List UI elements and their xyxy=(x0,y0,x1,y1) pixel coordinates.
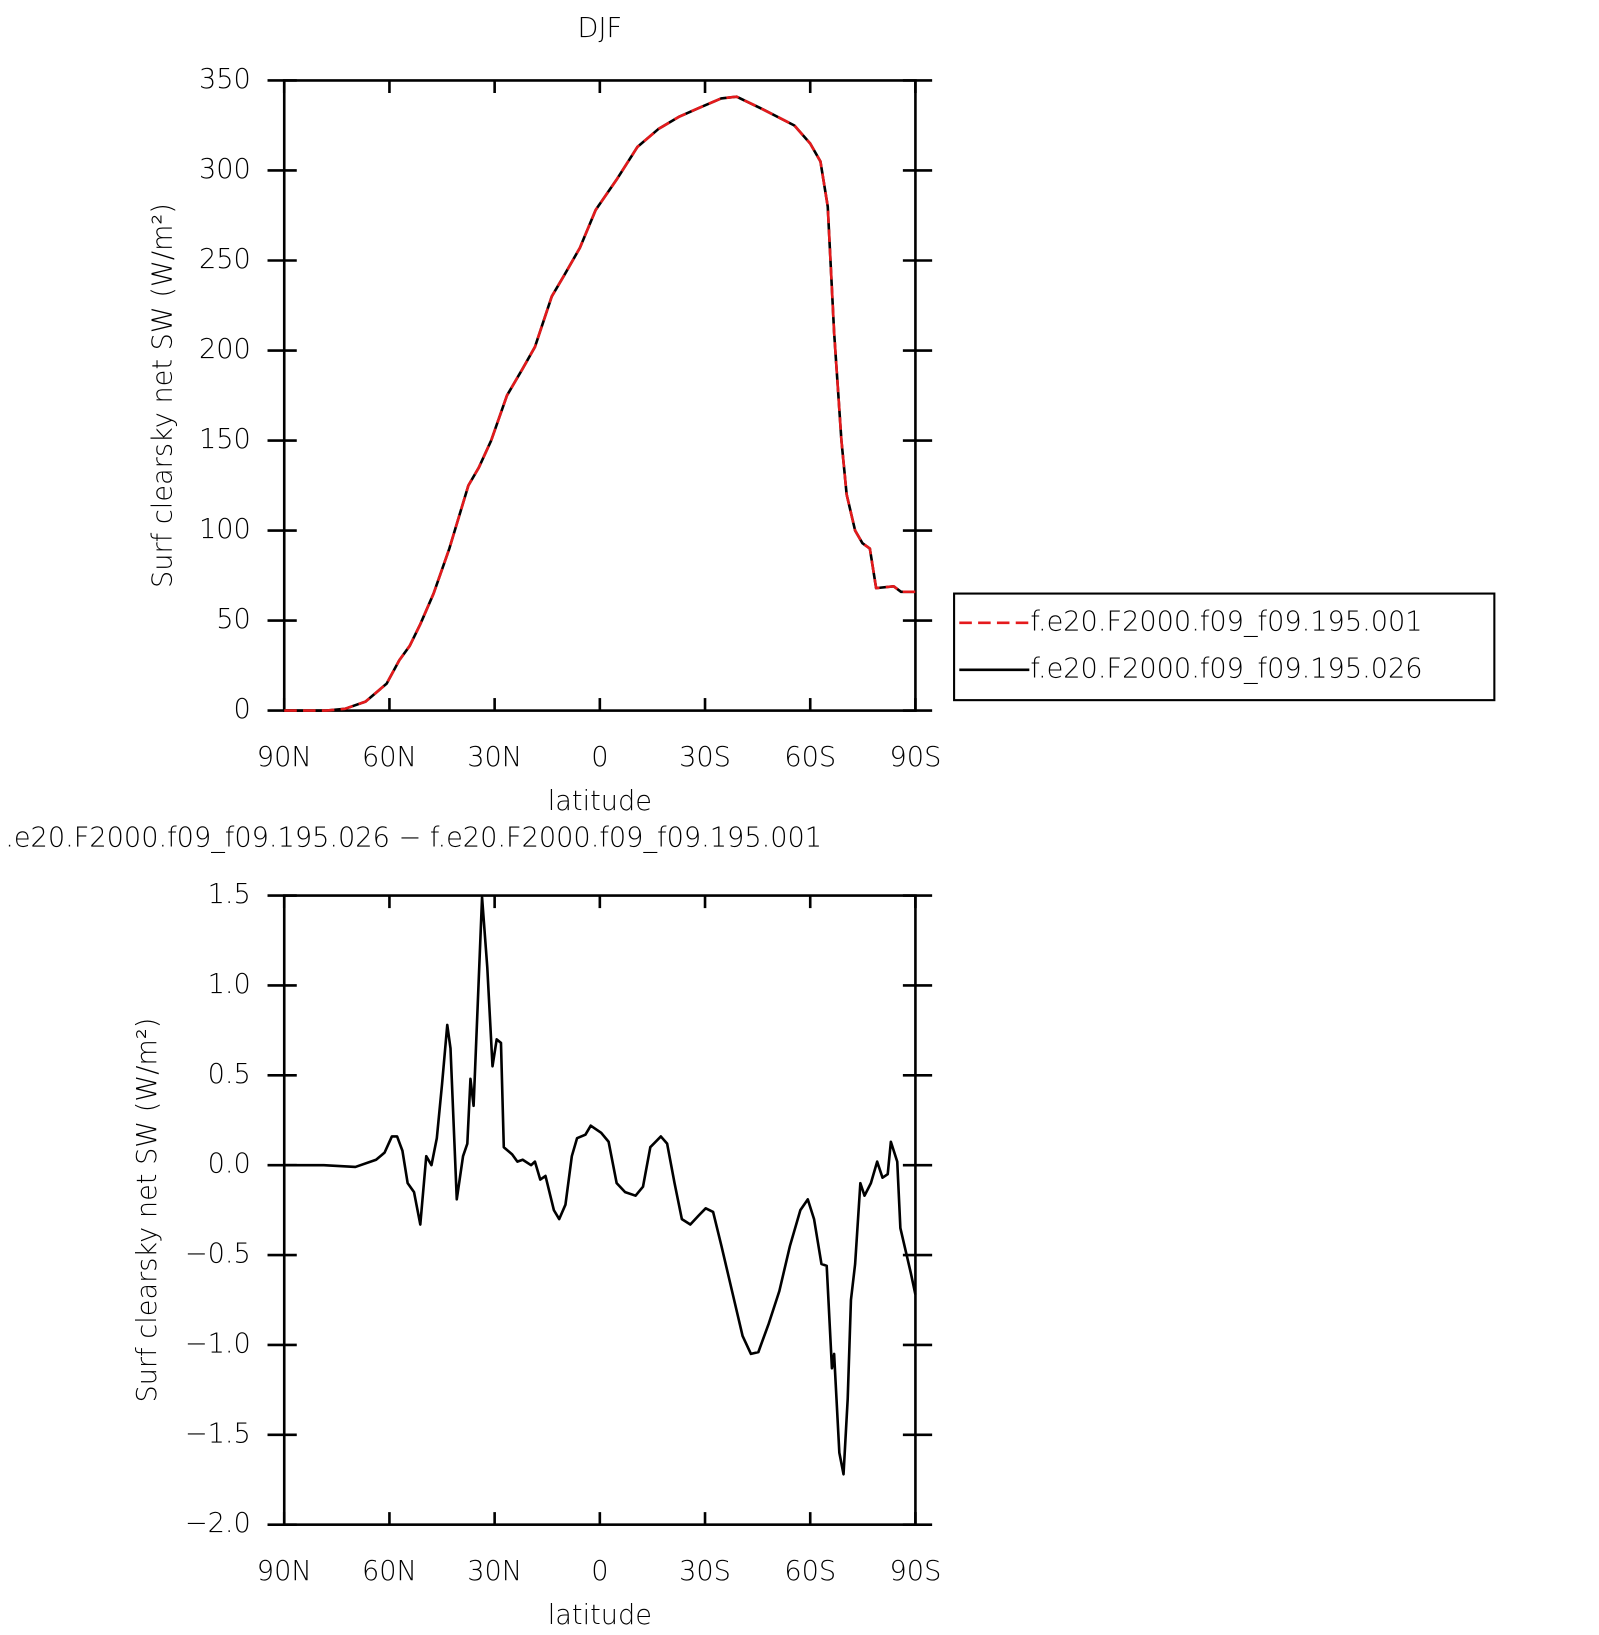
y-tick-label: −0.5 xyxy=(185,1239,251,1270)
y-tick-label: 1.5 xyxy=(208,879,251,910)
y-axis-label: Surf clearsky net SW (W/m²) xyxy=(148,203,179,588)
y-tick-label: 100 xyxy=(199,514,251,545)
y-tick-label: −2.0 xyxy=(185,1508,251,1539)
x-tick-label: 90S xyxy=(890,742,942,773)
y-tick-label: 350 xyxy=(199,64,251,95)
data-line xyxy=(284,896,917,1476)
x-tick-label: 60N xyxy=(362,1556,417,1587)
x-tick-label: 30S xyxy=(679,742,731,773)
x-axis-label: latitude xyxy=(548,1600,652,1631)
x-tick-label: 30N xyxy=(467,742,522,773)
x-tick-label: 90N xyxy=(257,1556,312,1587)
chart-title: .e20.F2000.f09_f09.195.026 − f.e20.F2000… xyxy=(5,823,822,854)
y-tick-label: 200 xyxy=(199,334,251,365)
x-tick-label: 90S xyxy=(890,1556,942,1587)
y-tick-label: 0.5 xyxy=(208,1059,251,1090)
y-tick-label: 300 xyxy=(199,154,251,185)
chart-title: DJF xyxy=(578,13,623,44)
x-tick-label: 90N xyxy=(257,742,312,773)
x-tick-label: 0 xyxy=(591,1556,608,1587)
y-tick-label: −1.0 xyxy=(185,1328,251,1359)
legend-label: f.e20.F2000.f09_f09.195.026 xyxy=(1030,653,1422,684)
x-tick-label: 0 xyxy=(591,742,608,773)
x-axis-label: latitude xyxy=(548,786,652,817)
data-line xyxy=(284,95,916,712)
x-tick-label: 60N xyxy=(362,742,417,773)
y-tick-label: 250 xyxy=(199,244,251,275)
x-tick-label: 30N xyxy=(467,1556,522,1587)
y-axis-label: Surf clearsky net SW (W/m²) xyxy=(132,1018,163,1403)
x-tick-label: 60S xyxy=(784,1556,836,1587)
data-line xyxy=(284,95,916,712)
x-tick-label: 30S xyxy=(679,1556,731,1587)
y-tick-label: 0 xyxy=(234,694,251,725)
y-tick-label: 150 xyxy=(199,424,251,455)
figure-content: DJF latitude Surf clearsky net SW (W/m²) 90… xyxy=(5,13,1496,1631)
y-tick-label: 50 xyxy=(216,604,251,635)
x-tick-label: 60S xyxy=(784,742,836,773)
y-tick-label: −1.5 xyxy=(185,1418,251,1449)
plot-frame xyxy=(282,894,917,1526)
y-tick-label: 1.0 xyxy=(208,969,251,1000)
plot-frame xyxy=(282,79,917,712)
legend-label: f.e20.F2000.f09_f09.195.001 xyxy=(1030,606,1422,637)
legend-box xyxy=(953,592,1496,702)
y-tick-label: 0.0 xyxy=(208,1149,251,1180)
